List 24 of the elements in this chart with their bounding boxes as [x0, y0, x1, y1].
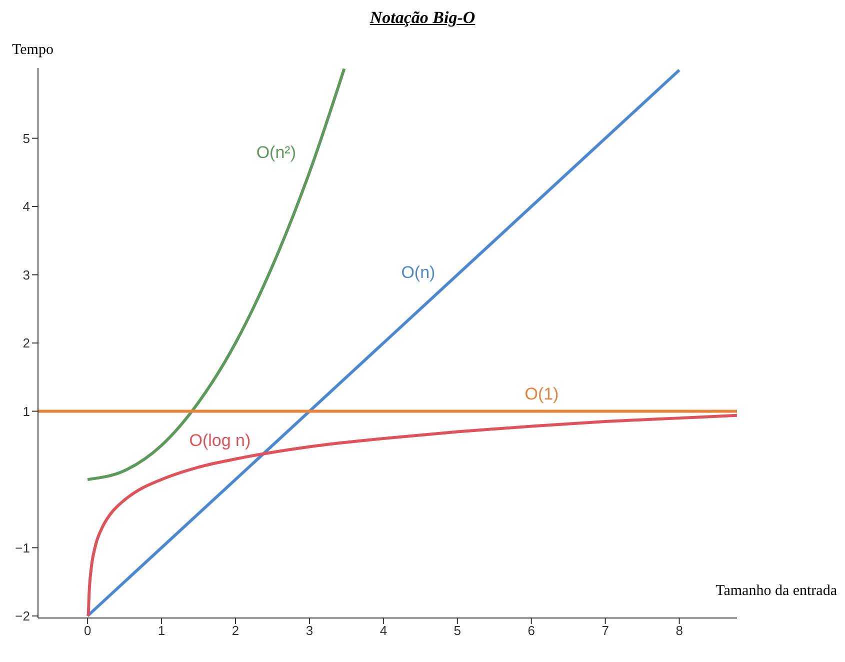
x-tick-label: 4: [380, 623, 388, 638]
y-tick-label: −1: [15, 540, 30, 556]
y-tick-label: 3: [22, 267, 30, 282]
x-tick-label: 5: [454, 623, 462, 638]
y-tick-label: 2: [22, 336, 30, 351]
chart-title: Notação Big-O: [368, 8, 476, 29]
series-label: O(n): [401, 263, 436, 282]
y-tick-label: 1: [22, 404, 30, 419]
series-label: O(1): [524, 384, 559, 404]
x-axis-title: Tamanho da entrada: [716, 583, 837, 600]
series-label: O(n²): [256, 142, 296, 162]
line-series: [86, 68, 346, 481]
x-tick-label: 7: [602, 623, 609, 638]
x-tick-label: 6: [528, 623, 535, 638]
x-tick-label: 2: [232, 623, 240, 638]
y-tick-label: 4: [22, 199, 30, 214]
x-tick-label: 8: [676, 623, 683, 638]
x-tick-label: 1: [158, 623, 166, 638]
y-tick-label: 5: [22, 130, 30, 146]
series-label: O(log n): [189, 430, 251, 450]
x-tick-label: 3: [306, 623, 314, 638]
y-tick-label: −2: [15, 608, 30, 624]
y-axis-title: Tempo: [12, 42, 54, 59]
x-tick-label: 0: [84, 623, 92, 638]
